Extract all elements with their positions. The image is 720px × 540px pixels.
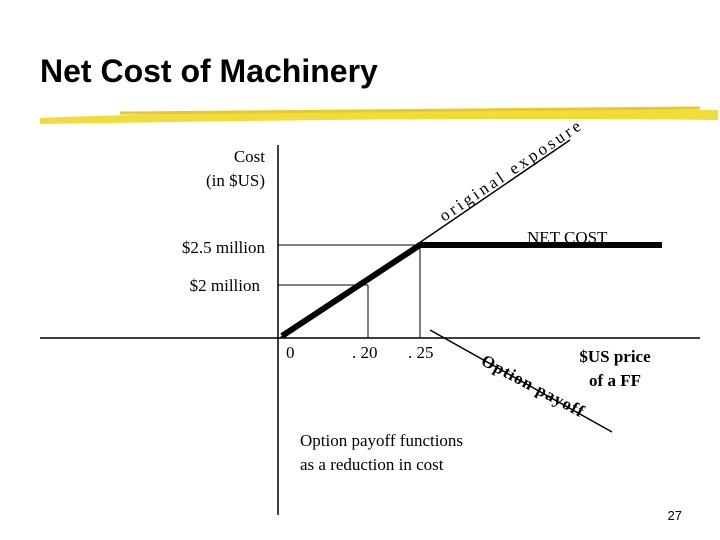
y-axis-label: (in $US) [206, 171, 265, 190]
y-label: $2 million [190, 276, 261, 295]
title-underline-stroke [119, 106, 701, 115]
original-exposure-label: original exposure [436, 115, 587, 226]
net-cost-label: NET COST [527, 228, 608, 247]
net-cost-line [280, 242, 662, 339]
option-payoff-line [429, 329, 613, 433]
x-label: 0 [286, 343, 295, 362]
x-label: . 25 [408, 343, 434, 362]
y-label: $2.5 million [182, 238, 266, 257]
y-axis-label: Cost [234, 147, 265, 166]
note: as a reduction in cost [300, 455, 444, 474]
note: Option payoff functions [300, 431, 463, 450]
page-number: 27 [668, 508, 682, 523]
x-label: . 20 [352, 343, 378, 362]
option-payoff-label: Option payoff [478, 351, 588, 422]
x-axis-label: $US price [579, 347, 651, 366]
slide-title: Net Cost of Machinery [40, 53, 378, 89]
x-axis-label: of a FF [589, 371, 641, 390]
